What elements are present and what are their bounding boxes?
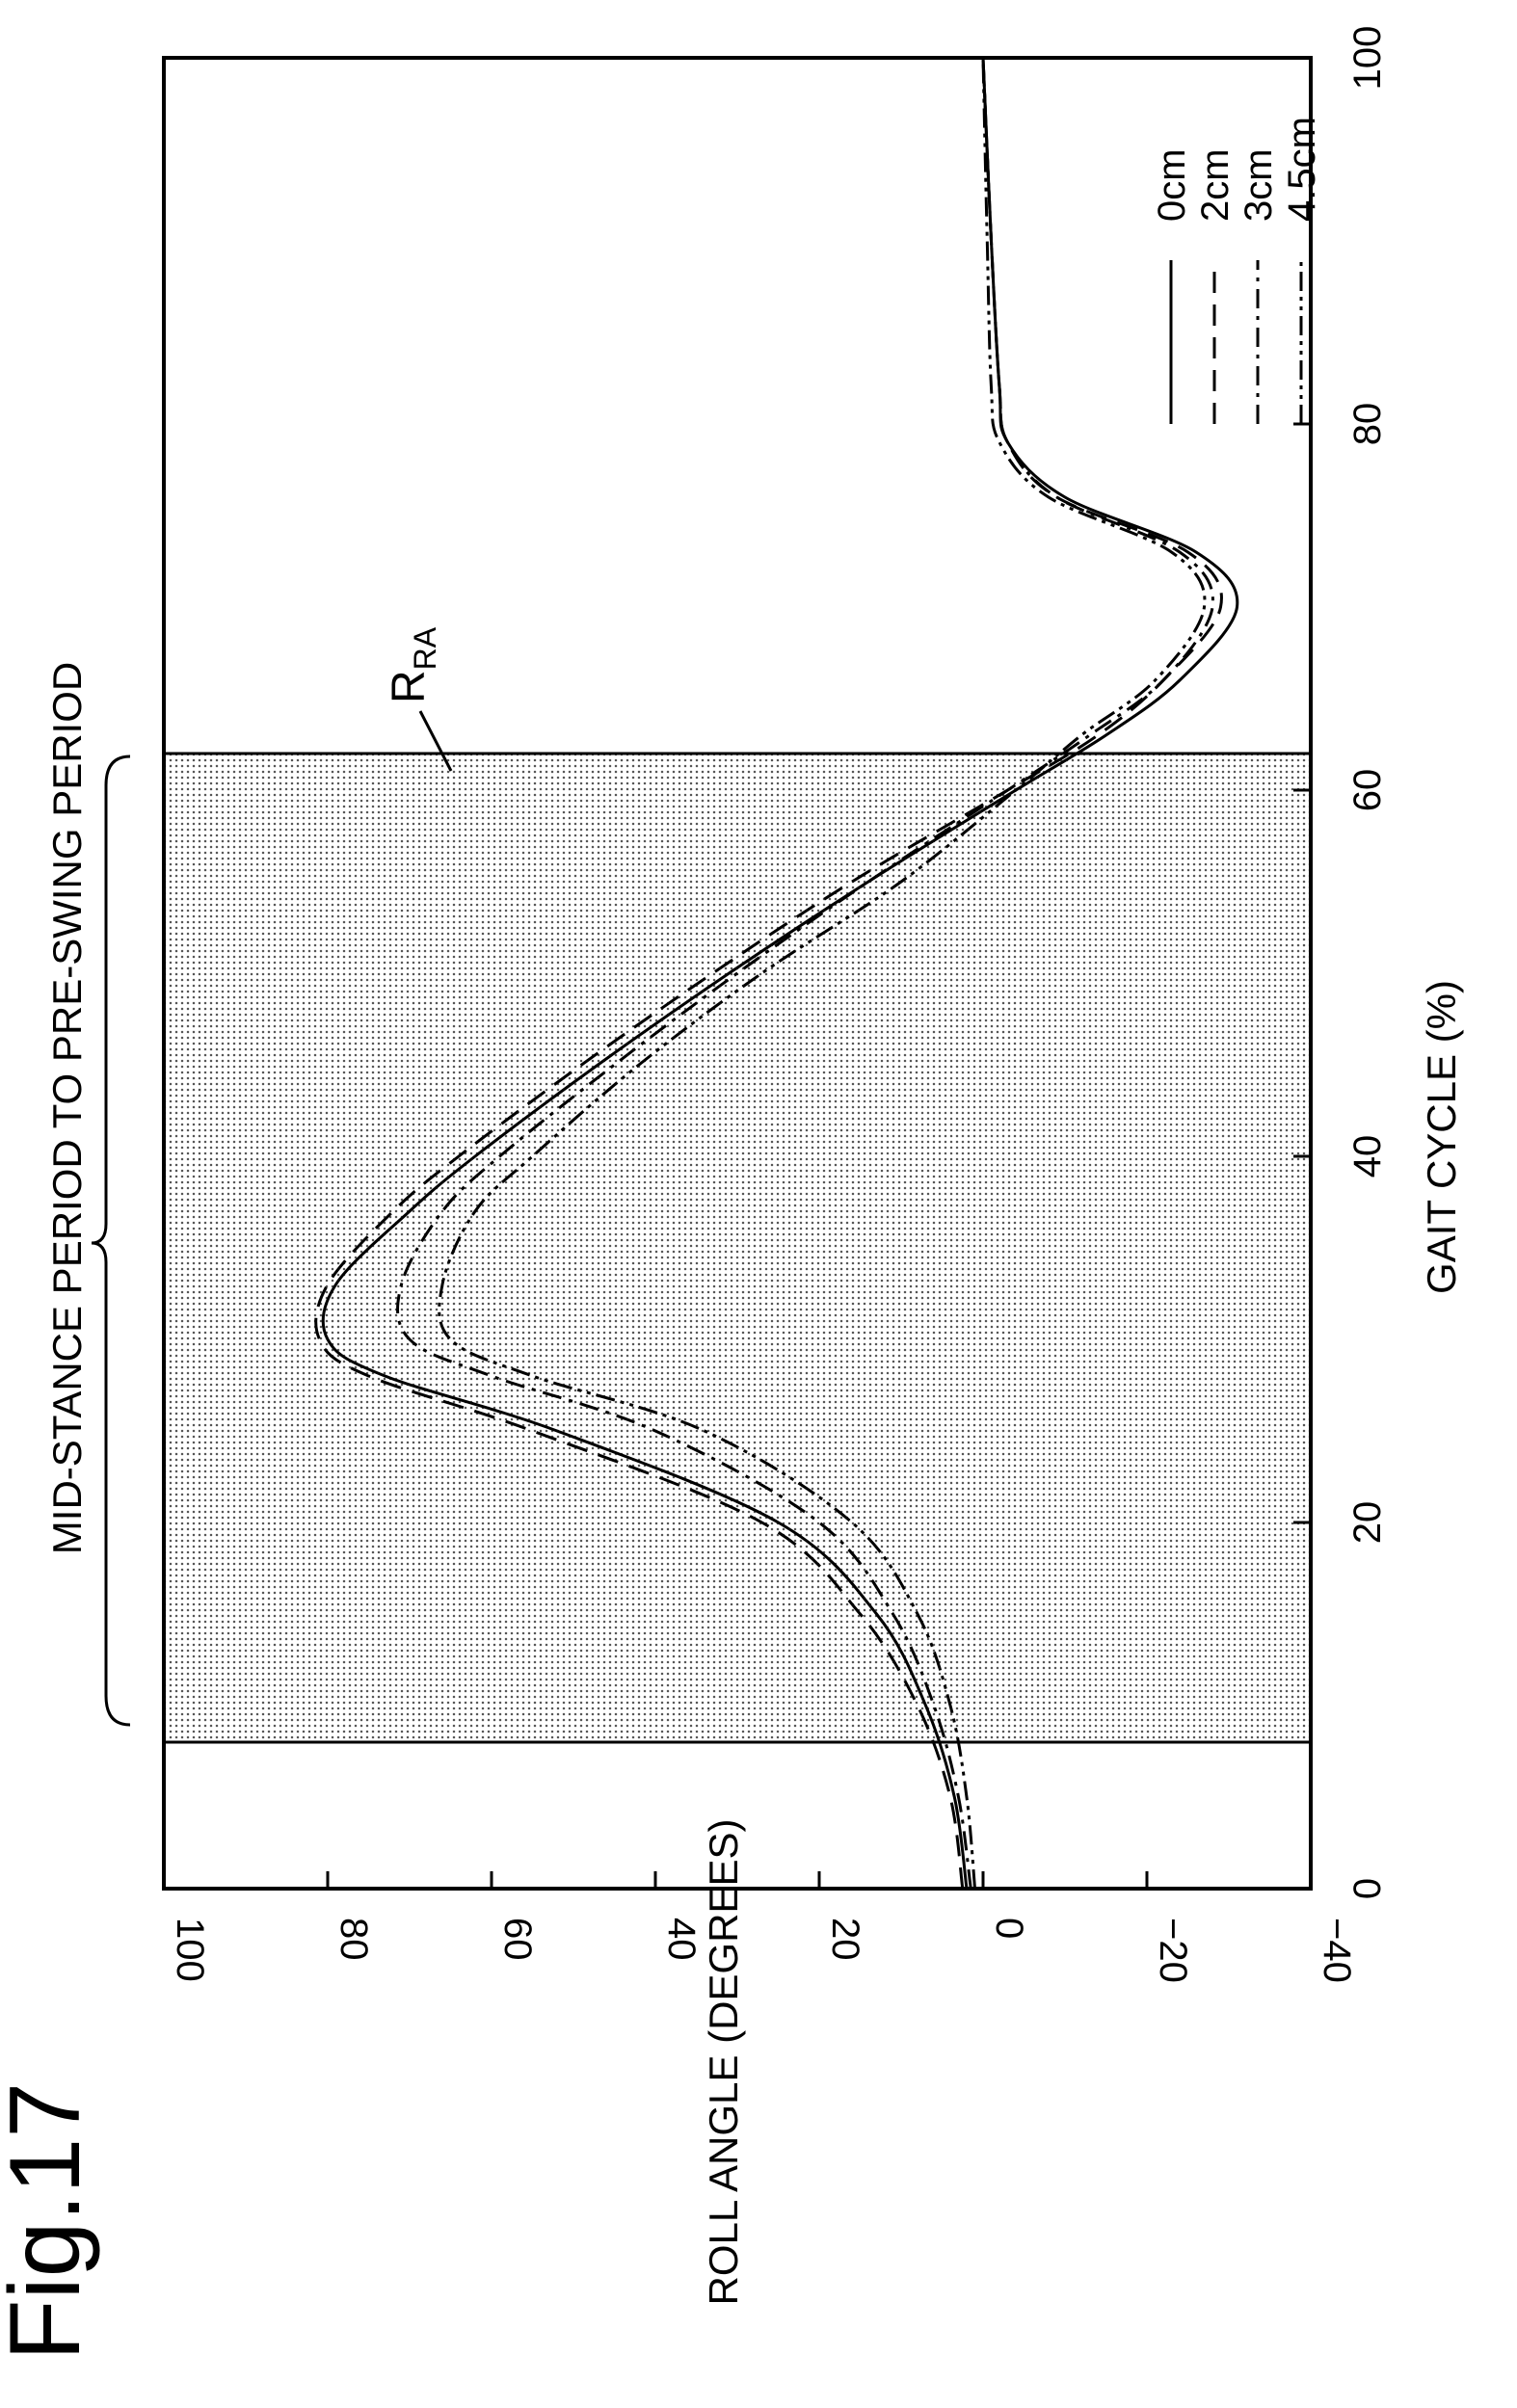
legend-layer: 0cm 2cm 3cm 4.5cm xyxy=(1151,117,1323,424)
x-tick-label: 80 xyxy=(1346,403,1389,446)
region-label-subscript: RA xyxy=(408,626,442,670)
series-line-0cm xyxy=(321,57,1239,1890)
x-tick-label: 0 xyxy=(1346,1878,1389,1899)
legend-label-0cm: 0cm xyxy=(1151,148,1193,222)
shaded-region-layer xyxy=(164,752,1311,1744)
legend-label-2cm: 2cm xyxy=(1194,148,1237,222)
y-tick-label: −40 xyxy=(1316,1918,1358,1983)
x-axis-title: GAIT CYCLE (%) xyxy=(1419,980,1464,1294)
series-layer xyxy=(314,57,1239,1890)
y-tick-label: 0 xyxy=(988,1918,1030,1939)
series-line-3cm xyxy=(396,57,1214,1890)
period-brace xyxy=(91,754,131,1727)
y-tick-label: 40 xyxy=(660,1918,703,1961)
y-tick-label: 60 xyxy=(496,1918,539,1961)
region-label-leader xyxy=(418,710,453,772)
plot-frame xyxy=(162,56,1313,1891)
y-tick-label: 100 xyxy=(169,1918,211,1982)
figure-label: Fig.17 xyxy=(0,2082,101,2361)
series-line-4-5cm xyxy=(438,57,1207,1890)
x-tick-label: 60 xyxy=(1346,769,1389,812)
y-axis-title: ROLL ANGLE (DEGREES) xyxy=(701,1819,746,2306)
x-tick-label: 20 xyxy=(1346,1501,1389,1545)
y-tick-label: −20 xyxy=(1152,1918,1194,1983)
shaded-region xyxy=(164,754,1311,1742)
y-tick-label: 20 xyxy=(824,1918,866,1961)
x-tick-label: 40 xyxy=(1346,1135,1389,1178)
region-label: RRA xyxy=(384,626,442,703)
tick-layer: 0 20 40 60 80 100 100 80 60 40 20 0 −20 −40 xyxy=(162,26,1389,1983)
legend-label-3cm: 3cm xyxy=(1238,148,1280,222)
frame-layer xyxy=(162,56,1313,1891)
y-tick-label: 80 xyxy=(333,1918,375,1961)
region-label-main: R xyxy=(384,670,435,703)
period-label: MID-STANCE PERIOD TO PRE-SWING PERIOD xyxy=(44,662,90,1554)
x-tick-label: 100 xyxy=(1346,26,1389,91)
legend-label-4-5cm: 4.5cm xyxy=(1281,117,1323,222)
